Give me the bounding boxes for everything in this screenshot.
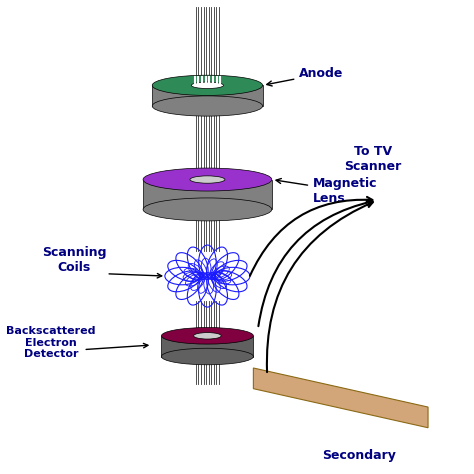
Text: Scanning
Coils: Scanning Coils	[42, 246, 106, 274]
Ellipse shape	[190, 176, 225, 183]
Ellipse shape	[191, 82, 224, 89]
Polygon shape	[254, 368, 428, 428]
Ellipse shape	[193, 333, 221, 339]
Ellipse shape	[162, 348, 254, 365]
Text: Secondary: Secondary	[322, 449, 396, 462]
Text: Magnetic
Lens: Magnetic Lens	[276, 177, 378, 205]
Ellipse shape	[152, 75, 263, 95]
FancyArrowPatch shape	[267, 202, 373, 372]
FancyArrowPatch shape	[86, 343, 148, 349]
Polygon shape	[143, 180, 272, 210]
FancyArrowPatch shape	[109, 273, 162, 278]
Polygon shape	[162, 336, 254, 356]
FancyArrowPatch shape	[258, 200, 373, 326]
Ellipse shape	[143, 198, 272, 221]
Ellipse shape	[162, 328, 254, 344]
Text: Anode: Anode	[267, 67, 344, 86]
Polygon shape	[152, 85, 263, 106]
Text: Backscattered
Electron
Detector: Backscattered Electron Detector	[6, 326, 96, 359]
Ellipse shape	[143, 168, 272, 191]
FancyArrowPatch shape	[250, 197, 373, 276]
Text: To TV
Scanner: To TV Scanner	[344, 145, 401, 173]
Ellipse shape	[152, 96, 263, 116]
